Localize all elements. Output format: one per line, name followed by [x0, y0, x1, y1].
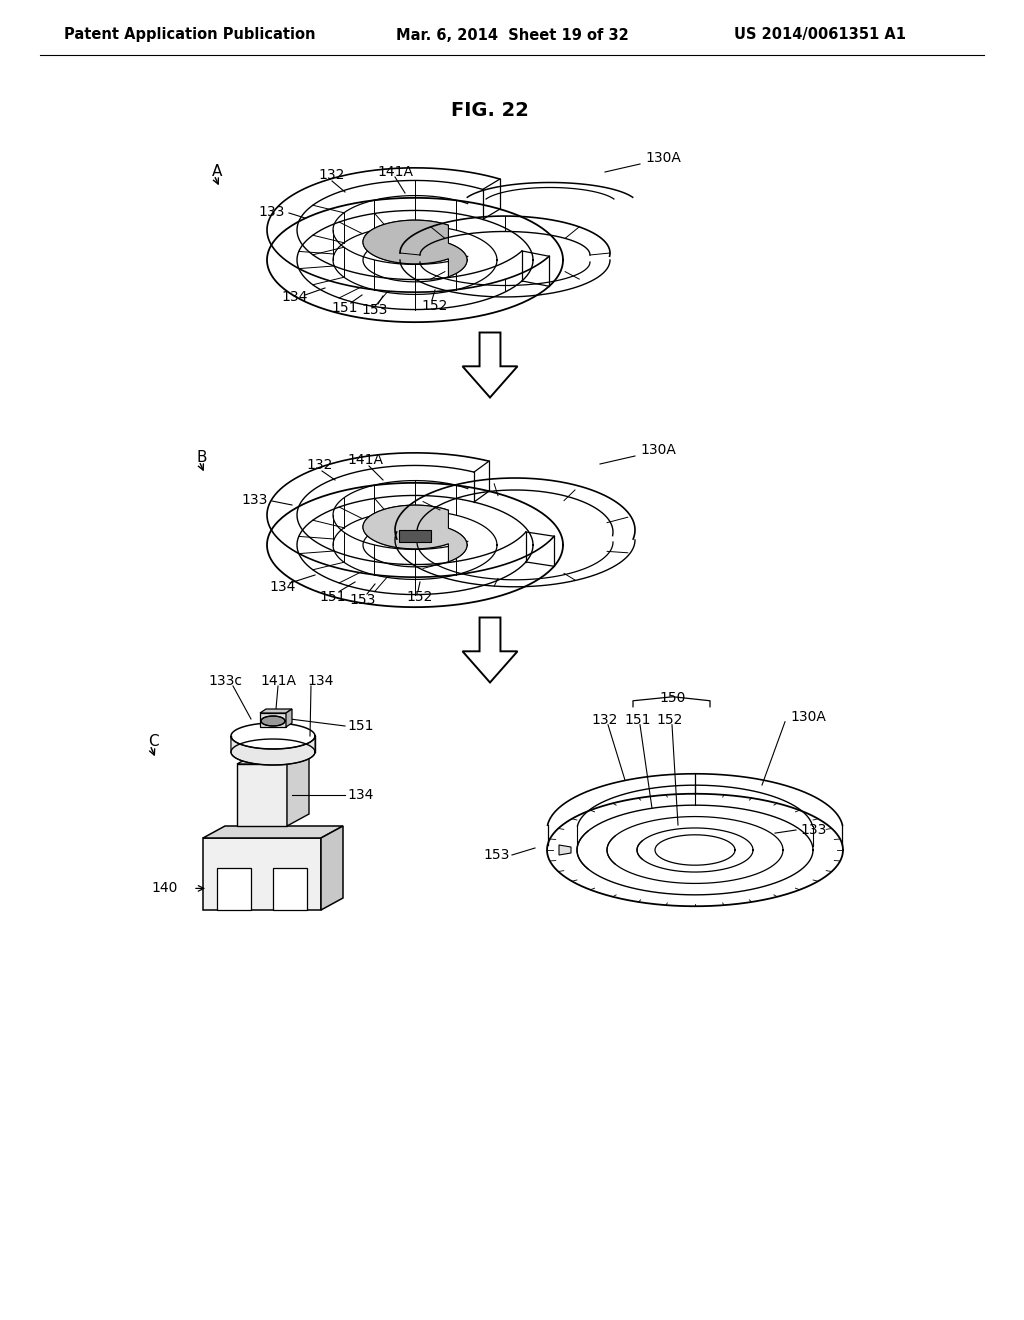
Polygon shape	[260, 713, 286, 727]
Text: 132: 132	[592, 713, 618, 727]
Polygon shape	[463, 618, 517, 682]
Text: A: A	[212, 165, 222, 180]
Polygon shape	[237, 752, 309, 764]
Polygon shape	[364, 220, 467, 277]
Ellipse shape	[261, 715, 285, 726]
Text: 151: 151	[625, 713, 651, 727]
Text: 133: 133	[800, 822, 826, 837]
Text: FIG. 22: FIG. 22	[451, 100, 529, 120]
Polygon shape	[217, 869, 251, 909]
Text: Mar. 6, 2014  Sheet 19 of 32: Mar. 6, 2014 Sheet 19 of 32	[395, 28, 629, 42]
Polygon shape	[321, 826, 343, 909]
Text: 132: 132	[307, 458, 333, 473]
Polygon shape	[287, 752, 309, 826]
Text: 152: 152	[422, 300, 449, 313]
Text: 134: 134	[308, 675, 334, 688]
Text: 151: 151	[347, 719, 374, 733]
Text: 153: 153	[483, 847, 510, 862]
Text: Patent Application Publication: Patent Application Publication	[65, 28, 315, 42]
Text: 141A: 141A	[260, 675, 296, 688]
Text: C: C	[148, 734, 159, 750]
Text: 130A: 130A	[790, 710, 826, 723]
Text: 151: 151	[319, 590, 346, 605]
Text: 151: 151	[332, 301, 358, 315]
Polygon shape	[364, 506, 467, 562]
Polygon shape	[559, 845, 571, 855]
Polygon shape	[237, 764, 287, 826]
Polygon shape	[463, 333, 517, 397]
Text: 132: 132	[318, 168, 345, 182]
Text: 134: 134	[269, 579, 296, 594]
Text: B: B	[197, 450, 208, 466]
Text: 153: 153	[350, 593, 376, 607]
Text: 130A: 130A	[640, 444, 676, 457]
Text: 133: 133	[259, 205, 285, 219]
Text: 130A: 130A	[645, 150, 681, 165]
Text: 152: 152	[407, 590, 433, 605]
Text: 150: 150	[659, 690, 686, 705]
Polygon shape	[203, 838, 321, 909]
Text: 152: 152	[656, 713, 683, 727]
Polygon shape	[399, 531, 431, 543]
Text: 133: 133	[242, 492, 268, 507]
Text: 141A: 141A	[347, 453, 383, 467]
Text: US 2014/0061351 A1: US 2014/0061351 A1	[734, 28, 906, 42]
Text: 134: 134	[282, 290, 308, 304]
Text: 134: 134	[347, 788, 374, 803]
Text: 141A: 141A	[377, 165, 413, 180]
Text: 153: 153	[361, 304, 388, 317]
Polygon shape	[260, 709, 292, 713]
Text: 140: 140	[152, 882, 178, 895]
Polygon shape	[231, 737, 315, 766]
Polygon shape	[273, 869, 307, 909]
Polygon shape	[286, 709, 292, 727]
Text: 133c: 133c	[208, 675, 242, 688]
Polygon shape	[203, 826, 343, 838]
